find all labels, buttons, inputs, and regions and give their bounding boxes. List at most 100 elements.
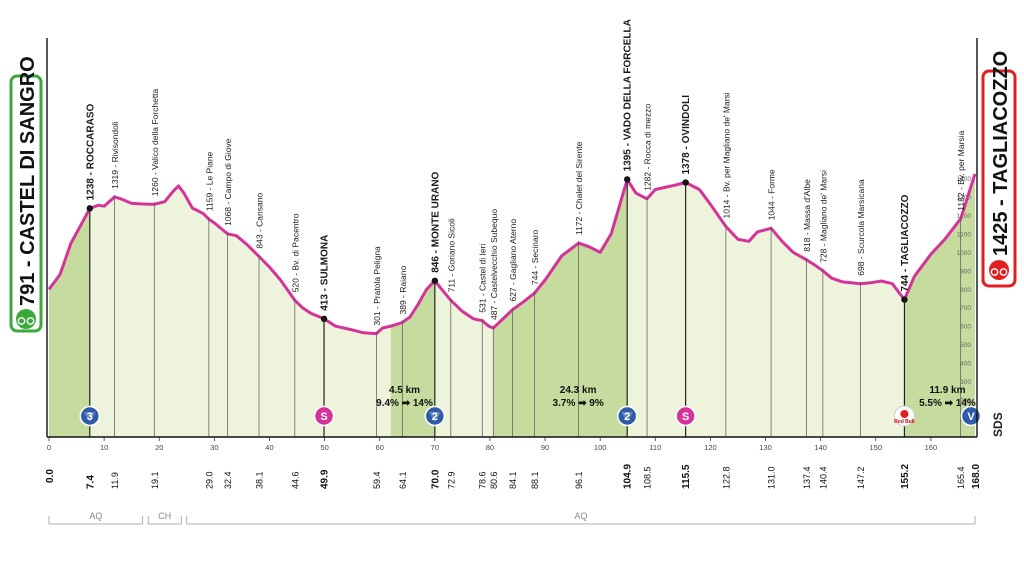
gpm-category: 2	[624, 411, 630, 423]
km-label: 80.6	[489, 471, 499, 489]
x-tick-label: 140	[814, 443, 827, 452]
y-tick-label: 800	[960, 287, 971, 294]
sprint-marker	[675, 405, 696, 427]
km-label: 70.0	[430, 469, 441, 489]
profile-line	[47, 173, 977, 336]
sprint-letter: S	[320, 411, 327, 423]
climb-gradient: 9.4% ➡ 14%	[376, 398, 433, 409]
x-tick-label: 60	[376, 443, 384, 452]
km-label: 59.4	[372, 471, 382, 489]
place-label: 487 - Castelvecchio Subequo	[489, 209, 499, 320]
finish-frame	[981, 69, 1017, 288]
climb-length: 11.9 km	[929, 385, 965, 396]
y-tick-label: 500	[960, 342, 971, 349]
km-label: 165.4	[956, 466, 966, 489]
x-tick-label: 120	[704, 443, 717, 452]
km-label: 11.9	[110, 472, 120, 489]
km-start-label: 0.0	[45, 469, 56, 483]
x-tick-label: 0	[47, 443, 51, 452]
redbull-text: Red Bull	[894, 419, 915, 425]
climb-area-2	[493, 179, 628, 437]
km-label: 78.6	[478, 471, 488, 489]
x-tick-label: 30	[210, 443, 218, 452]
place-label: 301 - Pratola Peligna	[372, 246, 382, 326]
km-label: 147.2	[856, 466, 866, 489]
km-label: 32.4	[223, 471, 233, 489]
x-tick-label: 100	[594, 443, 607, 452]
y-tick-label: 1100	[957, 231, 971, 238]
place-label: 1172 - Chalet del Sirente	[574, 141, 584, 235]
place-label: 1260 - Valico della Forchetta	[150, 88, 160, 196]
km-label: 137.4	[802, 466, 812, 489]
place-label: 1282 - Rocca di mezzo	[643, 104, 653, 191]
place-label: 1159 - Le Piane	[204, 151, 214, 211]
place-label: 1014 - Bv. per Magliano de' Marsi	[721, 92, 731, 218]
km-label: 115.5	[681, 464, 692, 489]
y-tick-label: 1400	[957, 176, 972, 183]
km-label: 88.1	[530, 471, 540, 489]
profile-area	[49, 173, 975, 437]
region-label: CH	[158, 511, 171, 521]
start-alt: 791	[17, 273, 39, 306]
km-label: 7.4	[85, 475, 96, 489]
gpm-shape	[428, 412, 441, 422]
climb-gradient: 3.7% ➡ 9%	[553, 398, 604, 409]
place-label: 389 - Raiano	[398, 266, 408, 315]
x-tick-label: 50	[320, 443, 328, 452]
climb-area-1	[390, 280, 435, 437]
km-label: 104.9	[623, 464, 634, 489]
profile-fill	[49, 173, 975, 437]
place-label: 711 - Goriano Sicoli	[446, 218, 456, 292]
region-label: AQ	[89, 511, 102, 521]
climb-gradient: 5.5% ➡ 14%	[919, 398, 976, 409]
y-tick-label: 1300	[957, 194, 972, 201]
place-label: 1182 - Bv. per Marsia	[956, 130, 966, 210]
sds-logo: SDS	[991, 412, 1005, 437]
place-label: 1319 - Rivisondoli	[110, 121, 120, 189]
region-label: AQ	[574, 511, 587, 521]
gpm-marker	[616, 405, 638, 427]
y-tick-label: 700	[960, 305, 971, 312]
km-finish-label: 168.0	[971, 464, 982, 489]
place-label: 1378 - OVINDOLI	[681, 95, 692, 175]
x-tick-label: 130	[759, 443, 772, 452]
finish-alt: 1425	[990, 212, 1012, 257]
finish-icon-wheel-b	[999, 268, 1008, 276]
x-tick-label: 40	[265, 443, 273, 452]
sprint-letter: S	[682, 411, 689, 423]
y-tick-label: 300	[960, 379, 971, 386]
x-tick-label: 80	[486, 443, 494, 452]
place-label: 1238 - ROCCARASO	[85, 103, 96, 200]
markers: 3 S 2 2 S Red Bull V 4.5 km 9.4% ➡ 14% 24.3 km 3.7…	[79, 385, 982, 427]
y-tick-label: 1000	[957, 250, 972, 257]
x-tick-label: 70	[431, 443, 439, 452]
start-icon-wheel-b	[26, 317, 35, 325]
km-label: 84.1	[508, 471, 518, 489]
place-label: 413 - SULMONA	[320, 235, 331, 311]
km-label: 19.1	[150, 471, 160, 489]
x-tick-label: 10	[100, 443, 108, 452]
start-box: 791 - CASTEL DI SANGRO	[9, 56, 43, 333]
start-name: CASTEL DI SANGRO	[17, 56, 39, 255]
km-label: 72.9	[446, 471, 456, 489]
regions: AQ CH AQ	[48, 511, 976, 525]
x-tick-label: 20	[155, 443, 163, 452]
finish-icon-wheel-a	[990, 268, 999, 276]
place-label: 627 - Gagliano Aterno	[508, 219, 518, 302]
climb-length: 4.5 km	[389, 385, 420, 396]
km-label: 29.0	[204, 471, 214, 489]
place-labels: 1238 - ROCCARASO 1319 - Rivisondoli 1260 -…	[85, 19, 966, 437]
km-label: 131.0	[767, 466, 777, 489]
place-label: 744 - Secinaro	[530, 229, 540, 285]
place-label: 1068 - Campo di Giove	[223, 138, 233, 226]
finish-letter: V	[967, 411, 975, 423]
redbull-sun	[900, 410, 909, 418]
gpm-category: 2	[432, 411, 438, 423]
climb-area-0	[49, 208, 90, 437]
place-label: 818 - Massa d'Albe	[802, 179, 812, 252]
gpm-shape	[621, 412, 634, 422]
km-label: 108.5	[643, 466, 653, 489]
finish-marker	[960, 405, 982, 427]
place-label: 846 - MONTE URANO	[430, 171, 441, 272]
